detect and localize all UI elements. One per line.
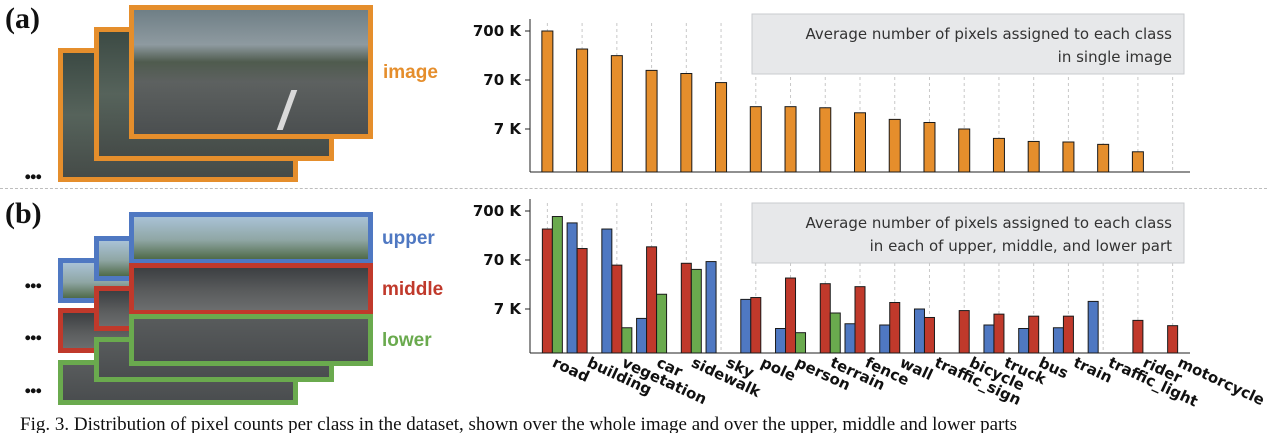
figure-caption: Fig. 3. Distribution of pixel counts per… (20, 414, 1018, 433)
chart-b-bar-person (795, 332, 807, 354)
chart-b-bar-traffic_sign (913, 308, 925, 354)
chart-b-bar-car (656, 293, 668, 354)
middle-ellipsis: ... (24, 314, 42, 347)
chart-b-bar-motorcycle (1167, 325, 1179, 354)
chart-b-bar-pole (740, 298, 752, 354)
panel-divider (0, 188, 1267, 189)
chart-a-bar-traffic_light (1097, 143, 1110, 173)
chart-a-y-tick-label: 70 K (483, 71, 522, 89)
upper-ellipsis: ... (24, 262, 42, 295)
chart-a-annotation-line2: in single image (1058, 48, 1172, 66)
chart-b-bar-traffic_light (1087, 300, 1099, 354)
chart-a-bar-car (645, 69, 658, 173)
chart-a-bar-building (576, 48, 589, 173)
chart-a-y-tick-label: 7 K (494, 120, 523, 138)
chart-b-bar-pole (750, 297, 762, 354)
chart-a-bar-train (1062, 141, 1075, 173)
lower-ellipsis: ... (24, 367, 42, 400)
chart-b-y-tick-label: 70 K (483, 251, 522, 269)
chart-a-bar-traffic_sign (923, 122, 936, 173)
chart-b-bar-wall (879, 324, 891, 354)
chart-a-bar-person (784, 106, 797, 173)
image-frame-front (129, 5, 373, 139)
chart-a-bar-vegetation (610, 55, 623, 173)
middle-label: middle (382, 279, 444, 300)
chart-b-y-tick-label: 7 K (494, 300, 523, 318)
chart-b-bar-truck (993, 313, 1005, 354)
chart-b-bar-traffic_sign (923, 316, 935, 354)
image-label: image (383, 62, 438, 83)
chart-a: 700 K 70 K 7 K (473, 19, 1190, 173)
chart-b-bar-rider (1132, 319, 1144, 354)
chart-b-bar-wall (889, 302, 901, 354)
chart-a-bar-fence (854, 112, 866, 173)
chart-a-bar-wall (888, 118, 901, 173)
chart-b-bar-building (576, 248, 588, 354)
chart-b-bar-train (1062, 315, 1074, 354)
chart-b-bar-fence (844, 323, 856, 354)
chart-b-bar-car (646, 246, 658, 354)
upper-label: upper (382, 228, 435, 249)
chart-b-bar-truck (983, 324, 995, 354)
chart-a-bar-bicycle (958, 128, 971, 173)
chart-b-bar-sidewalk (690, 268, 702, 354)
chart-a-bar-truck (992, 137, 1005, 173)
chart-b-bar-terrain (829, 312, 841, 354)
chart-b-bar-vegetation (621, 327, 633, 354)
chart-b-bar-train (1052, 327, 1064, 354)
chart-b-bar-vegetation (601, 228, 613, 354)
lower-label: lower (382, 330, 432, 351)
chart-a-annotation-box (751, 13, 1185, 75)
chart-b-bar-bicycle (958, 310, 970, 354)
panel-a-label: (a) (5, 2, 40, 35)
chart-b-annotation-line2: in each of upper, middle, and lower part (870, 237, 1172, 255)
chart-b-bar-person (775, 327, 787, 354)
chart-b-bar-bus (1028, 315, 1040, 354)
chart-a-annotation-line1: Average number of pixels assigned to eac… (805, 25, 1172, 43)
chart-b-bar-sky (705, 261, 717, 354)
chart-a-bar-pole (749, 106, 762, 173)
lower-strip-front (129, 314, 373, 366)
chart-b-bar-sidewalk (680, 262, 692, 354)
chart-b-bar-building (566, 222, 578, 354)
chart-b-annotation-box (751, 202, 1185, 264)
chart-b-bar-terrain (819, 283, 831, 354)
upper-strip-front (129, 212, 373, 264)
chart-a-bar-terrain (819, 107, 832, 173)
panel-b-label: (b) (5, 197, 42, 230)
chart-a-bar-sidewalk (680, 73, 693, 173)
chart-b-bar-vegetation (611, 264, 623, 354)
chart-b-bar-road (541, 228, 553, 354)
chart-b-y-tick-label: 700 K (473, 202, 523, 220)
chart-b-bar-car (636, 317, 648, 354)
chart-b-bar-fence (854, 286, 866, 354)
chart-b-bar-road (551, 216, 563, 354)
middle-strip-front (129, 263, 373, 315)
chart-b-bar-bus (1018, 327, 1030, 354)
chart-a-bar-bus (1027, 140, 1040, 173)
chart-a-bar-rider (1131, 151, 1144, 173)
chart-a-bar-sky (715, 82, 728, 173)
panel-a-ellipsis: ... (24, 153, 42, 186)
chart-a-bar-road (541, 30, 554, 173)
chart-b-annotation-line1: Average number of pixels assigned to eac… (805, 214, 1172, 232)
chart-b: 700 K 70 K 7 K (473, 199, 1190, 354)
chart-b-bar-person (785, 277, 797, 354)
chart-a-y-tick-label: 700 K (473, 22, 523, 40)
